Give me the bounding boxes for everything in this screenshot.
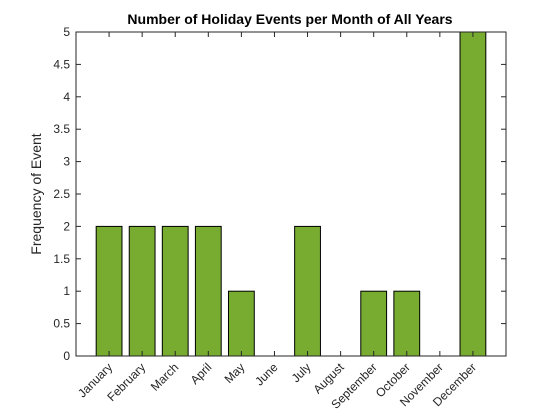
- y-tick-label: 0: [63, 349, 70, 363]
- y-tick-label: 3.5: [53, 122, 70, 136]
- chart-title: Number of Holiday Events per Month of Al…: [127, 11, 452, 27]
- bar-april: [194, 225, 222, 357]
- y-tick-label: 2.5: [53, 187, 70, 201]
- bar-march: [161, 225, 189, 357]
- bar-february: [128, 225, 156, 357]
- bar-december: [459, 31, 487, 357]
- y-tick-label: 1: [63, 284, 70, 298]
- plot-frame: [75, 31, 507, 357]
- bar-october: [393, 290, 421, 357]
- y-tick-label: 4.5: [53, 57, 70, 71]
- y-tick-label: 0.5: [53, 317, 70, 331]
- bar-may: [227, 290, 255, 357]
- y-axis-label: Frequency of Event: [28, 133, 44, 255]
- bar-september: [360, 290, 388, 357]
- y-tick-label: 2: [63, 219, 70, 233]
- y-tick-label: 1.5: [53, 252, 70, 266]
- bars-group: [95, 31, 487, 357]
- y-tick-label: 3: [63, 155, 70, 169]
- bar-july: [294, 225, 321, 357]
- y-tick-label: 5: [63, 25, 70, 39]
- y-tick-label: 4: [63, 90, 70, 104]
- bar-january: [95, 225, 123, 357]
